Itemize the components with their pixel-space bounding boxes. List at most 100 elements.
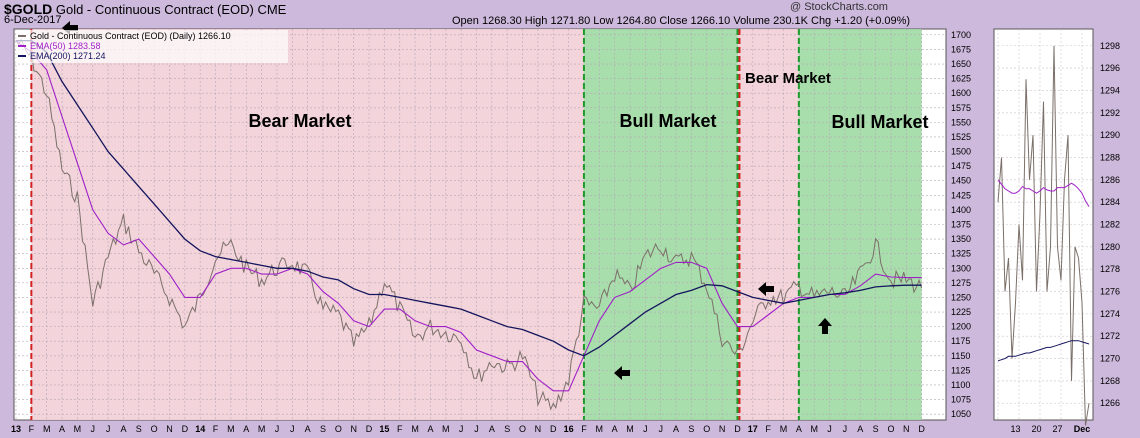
x-tick-label: S	[504, 424, 510, 434]
x-tick-label: F	[29, 424, 35, 434]
y-tick-label: 1050	[951, 409, 971, 419]
x-tick-label: J	[275, 424, 280, 434]
x-tick-label: M	[810, 424, 818, 434]
x-tick-label: N	[535, 424, 542, 434]
x-tick-label: S	[688, 424, 694, 434]
side-series-line-ema200	[997, 340, 1090, 362]
side-series-line-price	[997, 45, 1090, 426]
y-tick-label: 1700	[951, 30, 971, 40]
x-tick-label: D	[366, 424, 373, 434]
brand-watermark: @ StockCharts.com	[790, 1, 888, 13]
main-gridlines	[14, 29, 946, 420]
x-tick-label: O	[335, 424, 342, 434]
x-tick-label: A	[489, 424, 495, 434]
y-tick-label: 1125	[951, 365, 970, 375]
y-tick-label: 1225	[951, 307, 971, 317]
legend-label: EMA(200) 1271.24	[30, 51, 106, 61]
side-y-tick-label: 1284	[1100, 197, 1120, 207]
side-y-tick-label: 1272	[1100, 331, 1120, 341]
arrow-icon	[758, 282, 774, 296]
region-label: Bull Market	[619, 111, 716, 131]
y-tick-label: 1550	[951, 117, 971, 127]
x-tick-label: M	[442, 424, 450, 434]
series-line-ema200	[16, 40, 922, 357]
side-y-tick-label: 1286	[1100, 175, 1120, 185]
x-tick-label: 16	[564, 424, 574, 434]
side-x-tick-label: 20	[1031, 424, 1041, 434]
x-tick-label: 17	[748, 424, 758, 434]
side-y-tick-label: 1298	[1100, 41, 1120, 51]
legend-bg	[16, 30, 288, 63]
y-tick-label: 1275	[951, 278, 971, 288]
x-tick-label: O	[887, 424, 894, 434]
side-y-tick-label: 1280	[1100, 242, 1120, 252]
x-tick-label: J	[91, 424, 96, 434]
exchange: CME	[257, 2, 287, 17]
x-tick-label: A	[59, 424, 65, 434]
x-tick-label: 15	[379, 424, 389, 434]
y-tick-label: 1525	[951, 132, 971, 142]
y-tick-label: 1400	[951, 205, 971, 215]
x-tick-label: J	[459, 424, 464, 434]
y-tick-label: 1100	[951, 380, 970, 390]
y-tick-label: 1250	[951, 292, 971, 302]
x-tick-label: M	[596, 424, 604, 434]
x-tick-label: J	[106, 424, 111, 434]
side-y-tick-label: 1270	[1100, 354, 1120, 364]
series-line-price	[15, 38, 923, 411]
x-tick-label: A	[305, 424, 311, 434]
side-y-tick-label: 1294	[1100, 85, 1120, 95]
y-tick-label: 1425	[951, 190, 971, 200]
y-tick-label: 1200	[951, 322, 971, 332]
arrow-icon	[818, 318, 832, 334]
y-tick-label: 1325	[951, 249, 971, 259]
chart-legend	[16, 30, 288, 63]
x-tick-label: 14	[195, 424, 205, 434]
y-tick-label: 1375	[951, 220, 971, 230]
y-tick-label: 1625	[951, 74, 971, 84]
y-tick-label: 1500	[951, 147, 971, 157]
quote-line: Open 1268.30 High 1271.80 Low 1264.80 Cl…	[452, 15, 911, 27]
x-tick-label: F	[397, 424, 403, 434]
y-tick-label: 1175	[951, 336, 970, 346]
y-tick-label: 1350	[951, 234, 971, 244]
chart-title: $GOLD Gold - Continuous Contract (EOD) C…	[4, 1, 286, 17]
x-tick-label: O	[519, 424, 526, 434]
side-y-tick-label: 1296	[1100, 63, 1120, 73]
x-tick-label: J	[658, 424, 663, 434]
x-tick-label: S	[873, 424, 879, 434]
x-tick-label: O	[703, 424, 710, 434]
symbol: $GOLD	[4, 1, 53, 17]
x-tick-label: D	[182, 424, 189, 434]
x-tick-label: J	[827, 424, 832, 434]
region-label: Bear Market	[248, 111, 351, 131]
region-label: Bull Market	[831, 112, 928, 132]
y-tick-label: 1675	[951, 44, 971, 54]
y-tick-label: 1650	[951, 59, 971, 69]
arrow-icon	[614, 366, 630, 380]
x-tick-label: F	[581, 424, 587, 434]
y-tick-label: 1075	[951, 395, 971, 405]
x-tick-label: D	[734, 424, 741, 434]
x-tick-label: N	[166, 424, 173, 434]
side-y-tick-label: 1292	[1100, 108, 1120, 118]
x-tick-label: F	[213, 424, 219, 434]
x-tick-label: J	[290, 424, 295, 434]
legend-label: EMA(50) 1283.58	[30, 41, 101, 51]
legend-label: Gold - Continuous Contract (EOD) (Daily)…	[30, 31, 231, 41]
x-tick-label: A	[427, 424, 433, 434]
x-tick-label: M	[74, 424, 82, 434]
x-tick-label: A	[120, 424, 126, 434]
x-tick-label: M	[626, 424, 634, 434]
x-tick-label: A	[857, 424, 863, 434]
x-tick-label: J	[643, 424, 648, 434]
side-y-tick-label: 1282	[1100, 220, 1120, 230]
side-y-tick-label: 1288	[1100, 152, 1120, 162]
y-tick-label: 1600	[951, 88, 971, 98]
side-x-tick-label: Dec	[1074, 424, 1091, 434]
side-y-tick-label: 1276	[1100, 287, 1120, 297]
side-series-line-ema50	[997, 179, 1090, 207]
x-tick-label: M	[43, 424, 51, 434]
y-tick-label: 1575	[951, 103, 971, 113]
